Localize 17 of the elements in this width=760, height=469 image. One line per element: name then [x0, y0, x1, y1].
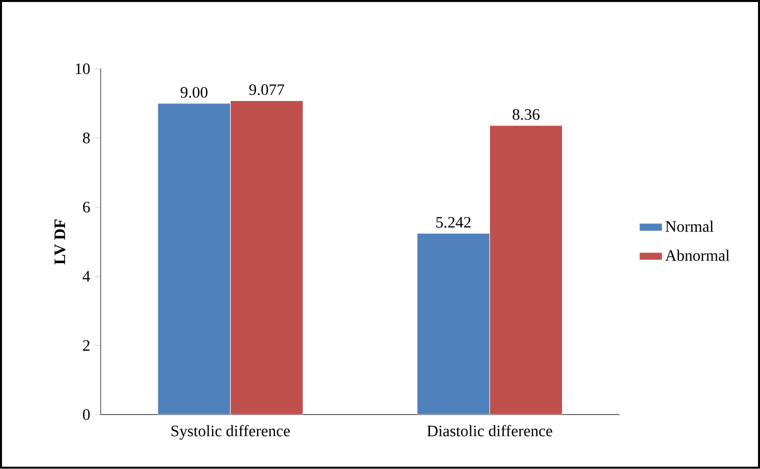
y-tick-label: 8 [82, 132, 90, 144]
data-label: 5.242 [436, 217, 470, 228]
data-label: 9.00 [180, 87, 208, 98]
y-tick-label: 10 [76, 64, 90, 74]
y-tick-label: 4 [82, 271, 90, 282]
data-label: 8.36 [512, 109, 540, 120]
y-tick-label: 6 [83, 202, 90, 213]
x-tick-label: Systolic difference [172, 425, 290, 440]
bar [416, 233, 490, 415]
y-tick-label: 0 [82, 409, 90, 420]
legend-label: Abnormal [665, 250, 730, 261]
bar [158, 103, 231, 415]
y-axis-title: LV DF [54, 220, 66, 265]
data-label: 9.077 [249, 84, 284, 96]
y-tick-label: 2 [83, 340, 90, 351]
legend-label: Normal [666, 220, 714, 232]
x-tick-label: Diastolic difference [427, 425, 552, 436]
